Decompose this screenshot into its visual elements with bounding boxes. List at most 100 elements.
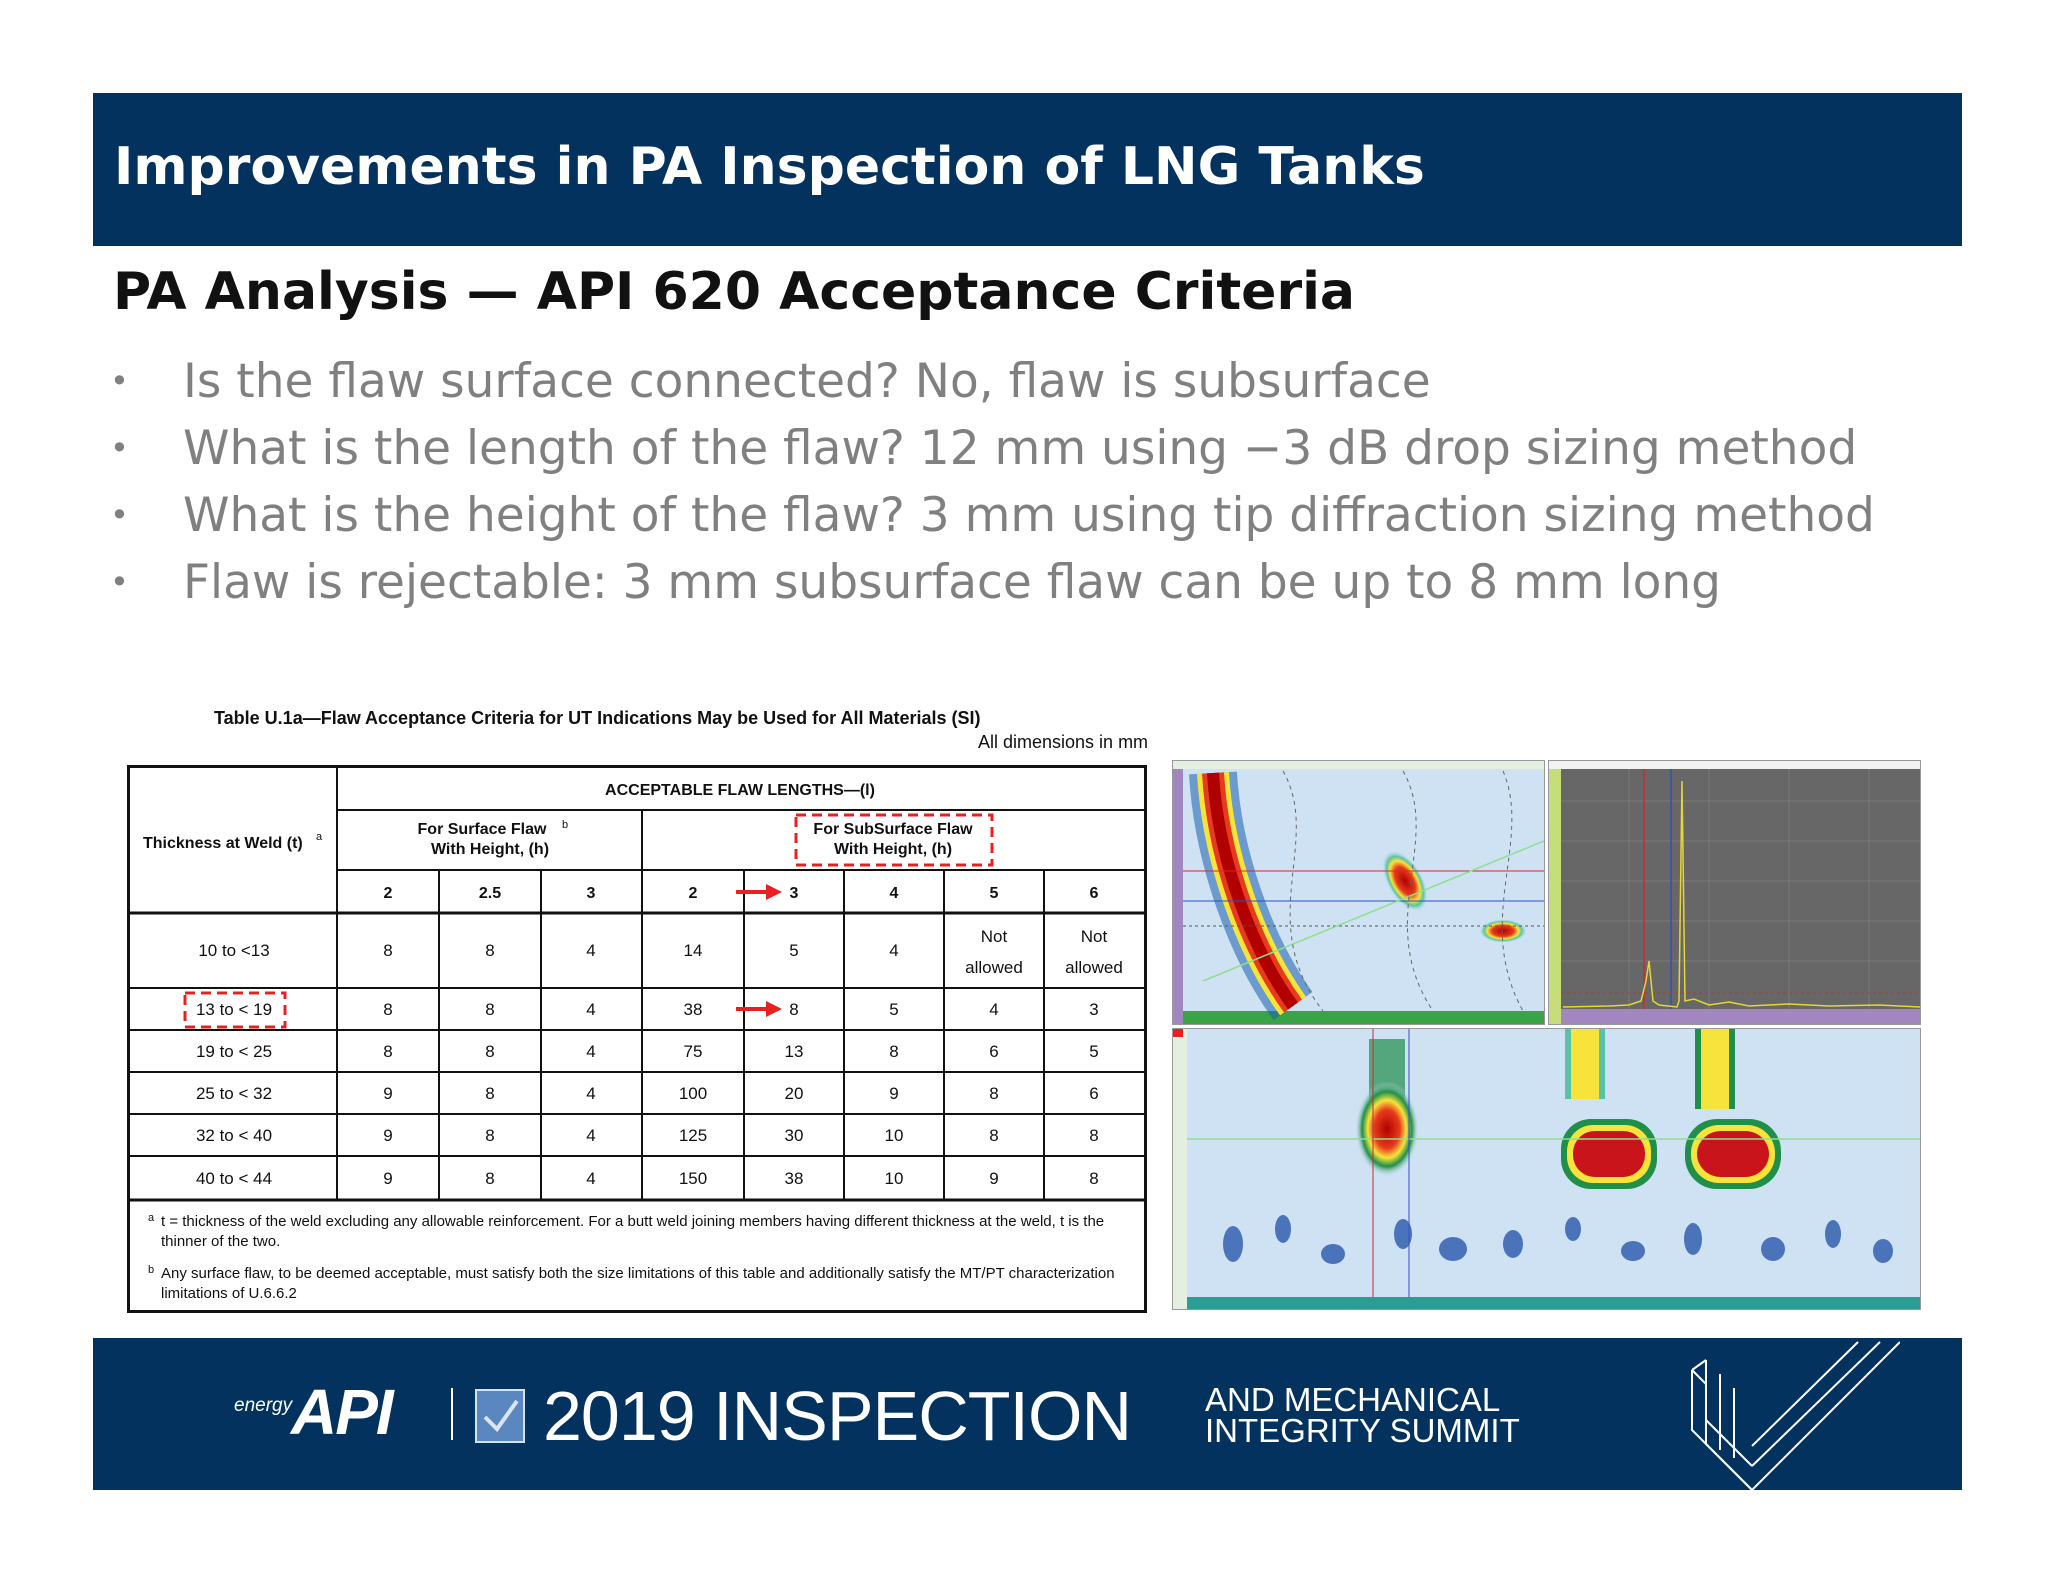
table-cell: 8	[383, 1042, 392, 1061]
table-cell: 8	[485, 1000, 494, 1019]
thickness-cell: 40 to < 44	[196, 1169, 272, 1188]
sectorial-scan-image	[1172, 760, 1545, 1025]
energy-wordmark: energy	[234, 1395, 293, 1416]
table-cell: 8	[485, 1169, 494, 1188]
table-cell: 8	[485, 1126, 494, 1145]
bullet-item: • What is the height of the flaw? 3 mm us…	[110, 488, 1875, 543]
summit-subtitle-line1: AND MECHANICAL	[1205, 1381, 1501, 1418]
thickness-cell: 32 to < 40	[196, 1126, 272, 1145]
thickness-cell: 25 to < 32	[196, 1084, 272, 1103]
table-dimensions-note: All dimensions in mm	[978, 732, 1149, 752]
api-logo: API	[291, 1376, 394, 1448]
table-grid: ACCEPTABLE FLAW LENGTHS—(l) Thickness at…	[130, 768, 1144, 1202]
table-cell: 5	[889, 1000, 898, 1019]
table-cell: 4	[586, 1084, 595, 1103]
table-cell: 4	[889, 941, 898, 960]
table-cell: 30	[785, 1126, 804, 1145]
bullet-item: • Is the flaw surface connected? No, flaw…	[110, 354, 1431, 409]
footnote-a: a t = thickness of the weld excluding an…	[148, 1212, 1105, 1250]
red-arrow-icon	[736, 1001, 782, 1017]
bullet-item: • What is the length of the flaw? 12 mm u…	[110, 421, 1858, 476]
subsurface-highlight-box	[794, 813, 994, 867]
table-cell: Not	[981, 927, 1008, 946]
table-cell: Not	[1081, 927, 1108, 946]
height-cell: 2	[384, 885, 393, 902]
table-cell: 8	[989, 1126, 998, 1145]
table-cell: 4	[586, 1126, 595, 1145]
slide-title: Improvements in PA Inspection of LNG Tan…	[114, 137, 1425, 197]
table-cell: 100	[679, 1084, 707, 1103]
table-cell: 9	[383, 1084, 392, 1103]
table-cell: allowed	[1065, 958, 1123, 977]
bullet-item: • Flaw is rejectable: 3 mm subsurface fla…	[110, 555, 1722, 610]
table-cell: 6	[1089, 1084, 1098, 1103]
table-cell: 10	[885, 1169, 904, 1188]
footer-divider	[451, 1388, 453, 1440]
table-cell: 8	[485, 941, 494, 960]
table-cell: 10	[885, 1126, 904, 1145]
surface-header-line1: For Surface Flaw	[418, 821, 547, 838]
red-arrow-icon	[736, 884, 782, 900]
thickness-highlight-box	[183, 991, 287, 1029]
subsurface-header-line1: For SubSurface Flaw	[813, 821, 973, 838]
table-cell: allowed	[965, 958, 1023, 977]
summit-logo-icon	[1691, 1341, 1900, 1490]
surface-header-line2: With Height, (h)	[431, 841, 549, 858]
table-cell: 125	[679, 1126, 707, 1145]
table-cell: 8	[889, 1042, 898, 1061]
table-cell: 6	[989, 1042, 998, 1061]
table-cell: 150	[679, 1169, 707, 1188]
height-cell: 5	[990, 885, 999, 902]
thickness-cell: 13 to < 19	[196, 1000, 272, 1019]
table-cell: 9	[989, 1169, 998, 1188]
table-cell: 13	[785, 1042, 804, 1061]
table-cell: 4	[586, 1169, 595, 1188]
table-cell: 8	[989, 1084, 998, 1103]
table-cell: 75	[684, 1042, 703, 1061]
table-cell: 8	[383, 1000, 392, 1019]
table-cell: 8	[1089, 1126, 1098, 1145]
c-scan-image	[1172, 1028, 1921, 1310]
table-cell: 8	[789, 1000, 798, 1019]
table-cell: 8	[1089, 1169, 1098, 1188]
bullet-list: • Is the flaw surface connected? No, flaw…	[110, 348, 1875, 616]
table-cell: 8	[383, 941, 392, 960]
height-cell: 4	[890, 885, 899, 902]
table-cell: 9	[383, 1169, 392, 1188]
summit-title: 2019 INSPECTION	[543, 1377, 1132, 1455]
thickness-cell: 19 to < 25	[196, 1042, 272, 1061]
table-cell: 5	[789, 941, 798, 960]
height-cell: 3	[587, 885, 596, 902]
height-cell: 2	[689, 885, 698, 902]
row-header: Thickness at Weld (t)	[143, 835, 303, 852]
height-cell: 3	[790, 885, 799, 902]
table-cell: 9	[383, 1126, 392, 1145]
subsurface-header-line2: With Height, (h)	[834, 841, 952, 858]
height-cell: 2.5	[479, 885, 501, 902]
check-icon	[475, 1389, 525, 1443]
table-cell: 3	[1089, 1000, 1098, 1019]
table-cell: 8	[485, 1084, 494, 1103]
footer-banner: energy API 2019 INSPECTION AND MECHANICA…	[93, 1338, 1962, 1490]
table-cell: 38	[684, 1000, 703, 1019]
table-cell: 5	[1089, 1042, 1098, 1061]
table-cell: 4	[586, 1000, 595, 1019]
table-title: Table U.1a—Flaw Acceptance Criteria for …	[214, 708, 981, 728]
slide-subtitle: PA Analysis — API 620 Acceptance Criteri…	[113, 262, 1356, 322]
table-cell: 38	[785, 1169, 804, 1188]
summit-subtitle-line2: INTEGRITY SUMMIT	[1205, 1412, 1520, 1449]
height-cell: 6	[1090, 885, 1099, 902]
thickness-cell: 10 to <13	[198, 941, 269, 960]
a-scan-image	[1548, 760, 1921, 1025]
table-cell: 4	[586, 941, 595, 960]
table-cell: 9	[889, 1084, 898, 1103]
table-cell: 20	[785, 1084, 804, 1103]
row-header-mark: a	[316, 831, 323, 843]
table-cell: 4	[586, 1042, 595, 1061]
footnote-b: b Any surface flaw, to be deemed accepta…	[148, 1264, 1115, 1302]
surface-header-mark: b	[562, 819, 568, 831]
table-cell: 4	[989, 1000, 998, 1019]
table-cell: 14	[684, 941, 703, 960]
table-cell: 8	[485, 1042, 494, 1061]
group-header: ACCEPTABLE FLAW LENGTHS—(l)	[605, 782, 875, 799]
